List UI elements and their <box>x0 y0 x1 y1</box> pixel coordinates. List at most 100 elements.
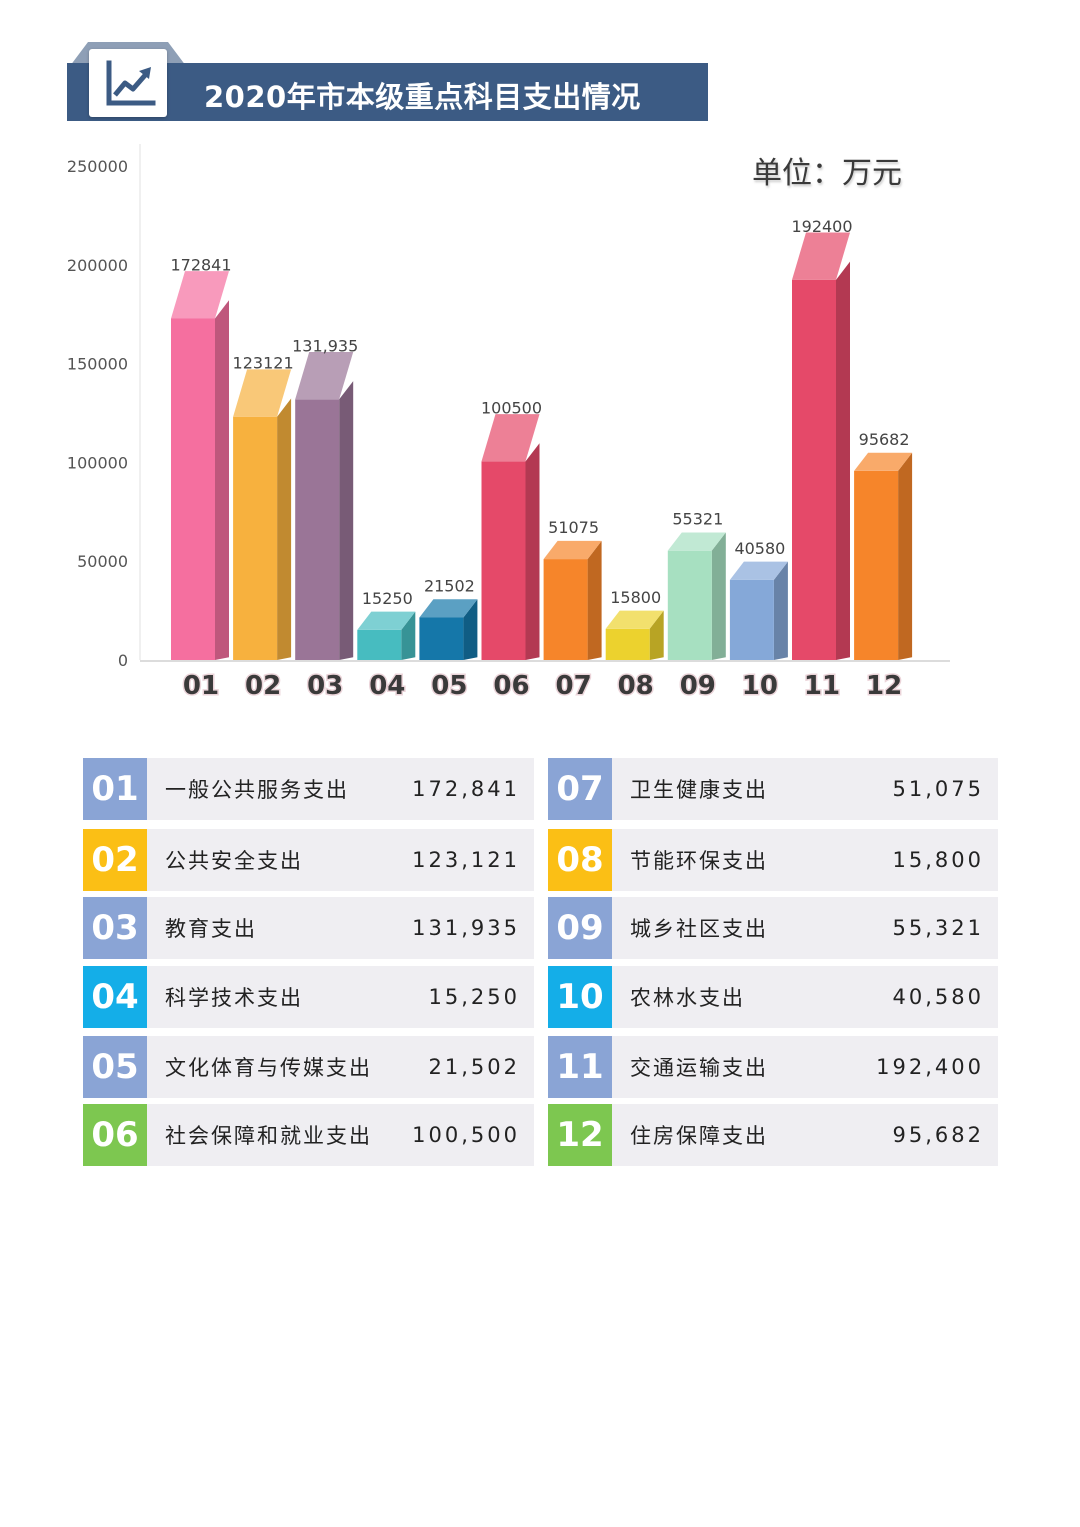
legend-row: 06 社会保障和就业支出 100,500 <box>83 1104 534 1166</box>
y-tick-label: 50000 <box>77 552 128 571</box>
bar-10 <box>729 561 788 660</box>
data-label: 51075 <box>548 518 599 537</box>
bar-front <box>481 461 526 660</box>
legend-row: 03 教育支出 131,935 <box>83 897 534 959</box>
x-tick-label: 09 <box>680 671 716 701</box>
bar-04 <box>357 611 416 660</box>
legend-item-value: 192,400 <box>872 1036 998 1098</box>
bar-top <box>792 232 850 280</box>
x-tick-label: 08 <box>618 671 654 701</box>
bar-front <box>667 550 712 660</box>
data-label: 40580 <box>734 539 785 558</box>
bar-top <box>357 611 416 630</box>
legend-row: 08 节能环保支出 15,800 <box>548 829 998 891</box>
legend-row: 04 科学技术支出 15,250 <box>83 966 534 1028</box>
bar-side <box>898 452 913 660</box>
x-tick-label: 11 <box>804 671 840 701</box>
bar-11 <box>792 232 850 660</box>
x-tick-label: 06 <box>493 671 529 701</box>
data-label: 100500 <box>481 398 542 417</box>
legend-row: 07 卫生健康支出 51,075 <box>548 758 998 820</box>
bar-top <box>481 414 540 462</box>
bar-front <box>357 629 402 660</box>
bar-front <box>854 470 899 660</box>
legend-item-value: 40,580 <box>872 966 998 1028</box>
legend-number: 05 <box>83 1036 147 1098</box>
bar-side <box>587 540 602 660</box>
bar-02 <box>233 369 292 660</box>
bar-05 <box>419 599 478 660</box>
data-label: 192400 <box>791 217 852 236</box>
x-tick-label: 07 <box>556 671 592 701</box>
bar-chart: 0 50000 100000 150000 200000 250000 172841 123… <box>67 144 950 703</box>
y-tick-label: 150000 <box>67 355 128 374</box>
bar-front <box>792 279 836 660</box>
bar-side <box>773 561 788 660</box>
data-label: 95682 <box>859 430 910 449</box>
bar-front <box>543 559 588 660</box>
x-tick-label: 05 <box>431 671 467 701</box>
y-tick-label: 250000 <box>67 157 128 176</box>
x-tick-label: 12 <box>866 671 902 701</box>
page-title: 2020年市本级重点科目支出情况 <box>204 80 641 114</box>
legend-row: 02 公共安全支出 123,121 <box>83 829 534 891</box>
bar-top <box>419 599 478 618</box>
y-tick-label: 100000 <box>67 453 128 472</box>
data-label: 15800 <box>610 588 661 607</box>
legend-item-value: 15,800 <box>872 829 998 891</box>
legend-item-value: 95,682 <box>872 1104 998 1166</box>
title-banner <box>67 63 708 121</box>
legend-row: 05 文化体育与传媒支出 21,502 <box>83 1036 534 1098</box>
bar-top <box>171 271 229 319</box>
legend-item-value: 100,500 <box>406 1104 534 1166</box>
legend-item-value: 51,075 <box>872 758 998 820</box>
x-tick-label: 01 <box>183 671 219 701</box>
x-tick-label: 10 <box>742 671 778 701</box>
legend-row: 12 住房保障支出 95,682 <box>548 1104 998 1166</box>
bar-side <box>836 261 850 660</box>
bar-top <box>295 351 354 400</box>
bar-top <box>729 561 788 580</box>
legend-number: 11 <box>548 1036 612 1098</box>
bar-top <box>854 452 913 471</box>
legend-row: 10 农林水支出 40,580 <box>548 966 998 1028</box>
legend-number: 07 <box>548 758 612 820</box>
legend-number: 04 <box>83 966 147 1028</box>
legend-number: 03 <box>83 897 147 959</box>
legend-number: 12 <box>548 1104 612 1166</box>
bar-12 <box>854 452 913 660</box>
bar-top <box>605 610 664 629</box>
legend-item-value: 55,321 <box>872 897 998 959</box>
bar-side <box>339 381 354 660</box>
legend-number: 08 <box>548 829 612 891</box>
bar-side <box>649 610 664 660</box>
legend-item-value: 172,841 <box>406 758 534 820</box>
line-chart-icon <box>89 49 167 117</box>
bar-09 <box>667 532 726 660</box>
legend-number: 06 <box>83 1104 147 1166</box>
bar-top <box>543 540 602 560</box>
bar-07 <box>543 540 602 660</box>
bar-06 <box>481 414 540 660</box>
bar-01 <box>171 271 229 660</box>
bar-front <box>295 399 340 660</box>
bar-top <box>233 369 292 417</box>
bar-side <box>463 599 478 660</box>
legend-number: 01 <box>83 758 147 820</box>
bar-front <box>233 416 278 660</box>
bar-top <box>667 532 726 551</box>
data-label: 21502 <box>424 577 475 596</box>
bar-front <box>419 617 464 660</box>
bar-front <box>171 318 215 660</box>
legend-row: 09 城乡社区支出 55,321 <box>548 897 998 959</box>
legend-item-value: 21,502 <box>406 1036 534 1098</box>
legend-item-value: 123,121 <box>406 829 534 891</box>
legend-number: 10 <box>548 966 612 1028</box>
y-tick-label: 200000 <box>67 256 128 275</box>
bar-side <box>215 300 229 660</box>
legend-item-value: 15,250 <box>406 966 534 1028</box>
legend-item-value: 131,935 <box>406 897 534 959</box>
bar-front <box>729 579 774 660</box>
unit-label: 单位：万元 <box>752 156 902 191</box>
bar-side <box>277 398 292 660</box>
